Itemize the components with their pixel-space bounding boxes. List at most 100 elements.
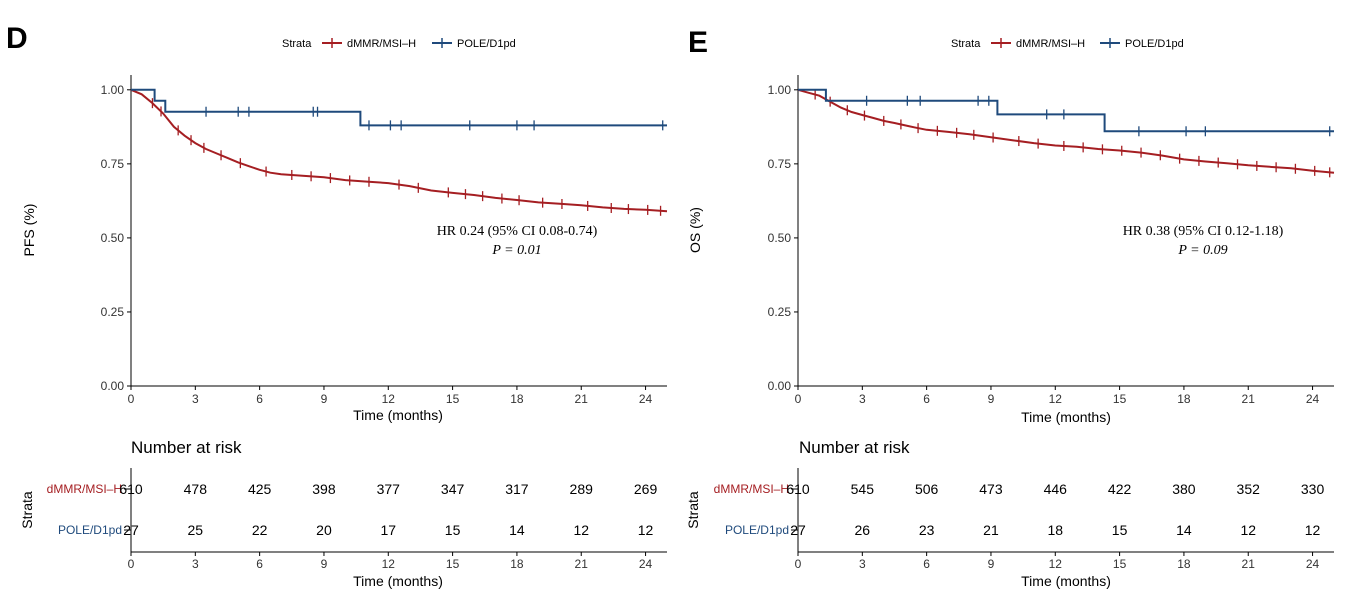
risk-x-tick-label: 12 (382, 557, 396, 571)
x-tick-label: 3 (192, 392, 199, 406)
legend-item-dmmr: dMMR/MSI–H (347, 38, 416, 50)
x-tick-label: 15 (1113, 392, 1127, 406)
risk-count: 14 (509, 522, 525, 538)
risk-count: 473 (979, 481, 1003, 497)
risk-x-tick-label: 3 (192, 557, 199, 571)
p-value-annotation: P = 0.09 (1177, 243, 1227, 258)
risk-x-tick-label: 0 (795, 557, 802, 571)
legend-item-dmmr: dMMR/MSI–H (1016, 38, 1085, 50)
risk-x-axis-label: Time (months) (1021, 573, 1111, 589)
risk-count: 269 (634, 481, 658, 497)
risk-count: 20 (316, 522, 332, 538)
risk-count: 377 (377, 481, 401, 497)
x-tick-label: 0 (128, 392, 135, 406)
x-axis-label: Time (months) (1021, 409, 1111, 425)
hr-annotation: HR 0.38 (95% CI 0.12-1.18) (1123, 224, 1284, 239)
y-tick-label: 1.00 (101, 83, 125, 97)
x-tick-label: 0 (795, 392, 802, 406)
survival-curve-dmmr (797, 88, 1335, 174)
risk-x-tick-label: 9 (988, 557, 995, 571)
risk-y-label: Strata (685, 491, 701, 529)
risk-x-tick-label: 24 (639, 557, 653, 571)
risk-count: 317 (505, 481, 529, 497)
x-ticks: 0 3 6 9 12 15 18 21 24 (795, 386, 1320, 406)
risk-x-tick-label: 18 (510, 557, 524, 571)
x-tick-label: 12 (382, 392, 396, 406)
risk-count: 15 (445, 522, 461, 538)
p-value-annotation: P = 0.01 (491, 243, 541, 258)
legend-title: Strata (951, 38, 981, 50)
x-tick-label: 15 (446, 392, 460, 406)
legend: Strata dMMR/MSI–H POLE/D1pd (282, 38, 516, 50)
risk-x-tick-label: 6 (923, 557, 930, 571)
risk-count: 610 (119, 481, 143, 497)
x-tick-label: 6 (256, 392, 263, 406)
risk-count: 425 (248, 481, 272, 497)
risk-count: 330 (1301, 481, 1325, 497)
legend-item-pole: POLE/D1pd (1125, 38, 1184, 50)
y-tick-label: 0.25 (768, 305, 792, 319)
risk-count: 12 (573, 522, 589, 538)
risk-x-tick-label: 0 (128, 557, 135, 571)
risk-count: 347 (441, 481, 465, 497)
y-ticks: 0.00 0.25 0.50 0.75 1.00 (101, 83, 131, 393)
risk-count: 27 (123, 522, 139, 538)
survival-curves (797, 88, 1335, 178)
risk-x-tick-label: 3 (859, 557, 866, 571)
x-tick-label: 24 (1306, 392, 1320, 406)
risk-table-title: Number at risk (131, 438, 242, 457)
y-axis-label: OS (%) (687, 207, 703, 253)
risk-x-axis-label: Time (months) (353, 573, 443, 589)
panel-letter: D (6, 22, 28, 55)
risk-x-tick-label: 9 (321, 557, 328, 571)
x-tick-label: 18 (510, 392, 524, 406)
risk-count: 12 (638, 522, 654, 538)
risk-count: 26 (855, 522, 871, 538)
legend-item-pole: POLE/D1pd (457, 38, 516, 50)
risk-count: 21 (983, 522, 999, 538)
risk-count: 398 (312, 481, 336, 497)
y-axis-label: PFS (%) (21, 204, 37, 257)
risk-count: 380 (1172, 481, 1196, 497)
x-tick-label: 24 (639, 392, 653, 406)
y-tick-label: 0.00 (768, 379, 792, 393)
risk-count: 545 (851, 481, 875, 497)
risk-x-ticks: 0 3 6 9 12 15 18 21 24 (128, 552, 653, 571)
risk-count: 12 (1305, 522, 1321, 538)
legend: Strata dMMR/MSI–H POLE/D1pd (951, 38, 1184, 50)
risk-x-tick-label: 12 (1049, 557, 1063, 571)
risk-count: 17 (380, 522, 396, 538)
x-tick-label: 9 (988, 392, 995, 406)
risk-count: 446 (1044, 481, 1068, 497)
x-axis-label: Time (months) (353, 407, 443, 423)
y-tick-label: 0.75 (101, 157, 125, 171)
panel-d: D Strata dMMR/MSI–H POLE/D1pd PFS (%) 0.… (6, 22, 668, 589)
risk-count: 352 (1237, 481, 1261, 497)
y-tick-label: 0.25 (101, 305, 125, 319)
risk-count: 422 (1108, 481, 1132, 497)
survival-curve-dmmr (130, 88, 668, 213)
risk-x-tick-label: 21 (575, 557, 589, 571)
survival-curves (130, 88, 668, 216)
risk-x-tick-label: 15 (446, 557, 460, 571)
risk-count: 22 (252, 522, 268, 538)
y-tick-label: 0.75 (768, 157, 792, 171)
risk-count: 18 (1047, 522, 1063, 538)
hr-annotation: HR 0.24 (95% CI 0.08-0.74) (437, 224, 598, 239)
risk-row-label: POLE/D1pd (58, 523, 122, 537)
risk-x-tick-label: 18 (1177, 557, 1191, 571)
panel-e: E Strata dMMR/MSI–H POLE/D1pd OS (%) 0.0… (685, 26, 1335, 589)
risk-x-tick-label: 6 (256, 557, 263, 571)
x-tick-label: 18 (1177, 392, 1191, 406)
y-tick-label: 1.00 (768, 83, 792, 97)
x-tick-label: 3 (859, 392, 866, 406)
risk-count: 610 (786, 481, 810, 497)
risk-table-title: Number at risk (799, 438, 910, 457)
risk-x-tick-label: 24 (1306, 557, 1320, 571)
panel-letter: E (688, 26, 708, 59)
y-ticks: 0.00 0.25 0.50 0.75 1.00 (768, 83, 798, 393)
y-tick-label: 0.00 (101, 379, 125, 393)
